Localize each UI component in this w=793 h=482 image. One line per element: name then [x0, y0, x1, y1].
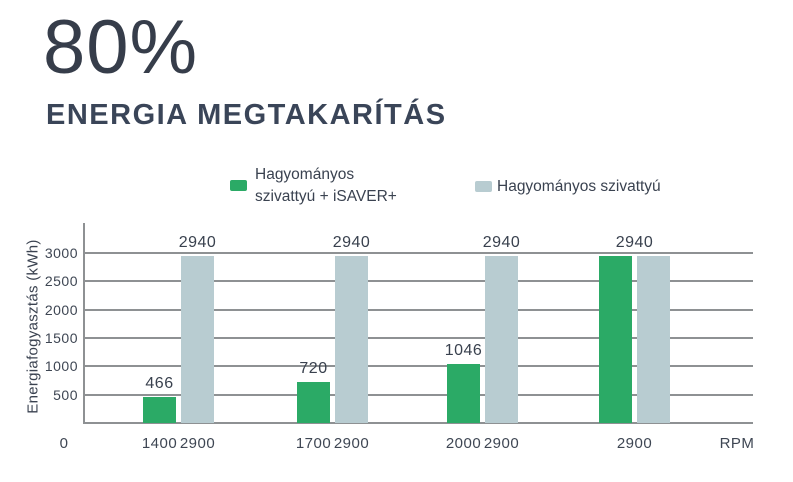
- gridline: [83, 252, 753, 254]
- y-tick-label: 1500: [44, 330, 78, 346]
- gridline: [83, 280, 753, 283]
- bar-value-label: 1046: [444, 341, 483, 359]
- bar-value-label: 720: [299, 360, 328, 378]
- x-axis-unit-label: RPM: [719, 435, 755, 452]
- y-tick-label: 1000: [44, 358, 78, 375]
- bar-traditional: [637, 256, 670, 423]
- y-tick-label: 3000: [44, 245, 78, 261]
- y-axis-line: [83, 223, 85, 423]
- bar-value-label: 2940: [332, 234, 371, 252]
- gridline: [83, 365, 753, 368]
- x-origin-label: 0: [59, 435, 69, 452]
- gridline: [83, 393, 753, 396]
- x-tick-label: 2900: [179, 435, 216, 452]
- legend-label-line: szivattyú + iSAVER+: [255, 188, 397, 205]
- bar-value-label: 2940: [615, 234, 654, 252]
- bar-traditional: [485, 256, 518, 423]
- y-tick-label: 500: [53, 386, 78, 403]
- bar-value-label: 2940: [178, 234, 217, 252]
- x-tick-label: 1700: [295, 435, 332, 452]
- bar-isaver: [599, 256, 632, 423]
- y-tick-label: 2000: [44, 301, 78, 318]
- legend-label-isaver: Hagyományos szivattyú + iSAVER+: [255, 164, 397, 208]
- bar-isaver: [297, 382, 330, 423]
- y-tick-label: 2500: [44, 273, 78, 290]
- gridline: [83, 337, 753, 339]
- legend-label-line: Hagyományos: [255, 166, 355, 183]
- bar-isaver: [447, 363, 480, 423]
- x-axis-line: [83, 422, 753, 424]
- legend-label-line: Hagyományos szivattyú: [497, 178, 661, 195]
- x-tick-label: 2900: [333, 435, 370, 452]
- gridline: [83, 308, 753, 311]
- bar-value-label: 466: [145, 374, 174, 392]
- x-tick-label: 1400: [141, 435, 178, 452]
- legend-swatch-isaver: [230, 180, 247, 191]
- chart-title: ENERGIA MEGTAKARÍTÁS: [46, 99, 447, 131]
- legend-swatch-traditional: [475, 181, 492, 192]
- x-tick-label: 2000: [445, 435, 482, 452]
- headline-stat: 80%: [43, 5, 199, 90]
- bar-isaver: [143, 396, 176, 423]
- x-tick-label: 2900: [483, 435, 520, 452]
- legend-label-traditional: Hagyományos szivattyú: [497, 176, 661, 198]
- x-tick-label: 2900: [616, 435, 653, 452]
- bar-traditional: [335, 256, 368, 423]
- bar-value-label: 2940: [482, 234, 521, 252]
- bar-traditional: [181, 256, 214, 423]
